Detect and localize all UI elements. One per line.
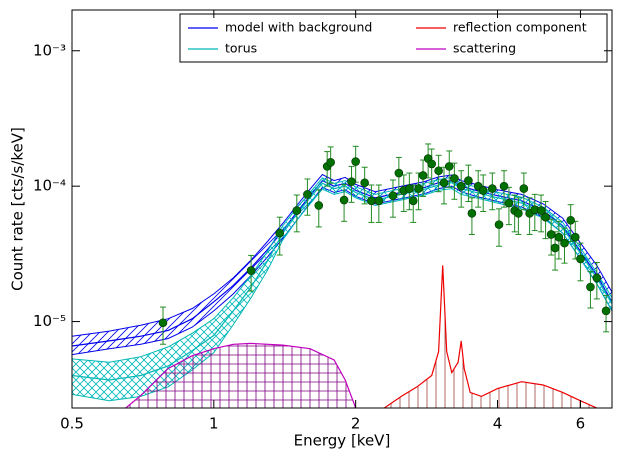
plot-area — [72, 143, 612, 408]
data-point — [339, 195, 349, 205]
x-tick-label: 0.5 — [60, 415, 84, 433]
legend-label: model with background — [225, 20, 372, 35]
data-point — [478, 186, 488, 195]
x-tick-label: 6 — [576, 415, 586, 433]
data-point — [158, 318, 168, 328]
data-point — [541, 212, 550, 222]
data-point — [292, 206, 302, 215]
data-point — [275, 228, 285, 238]
data-point — [494, 220, 504, 229]
legend-box — [179, 13, 608, 63]
x-tick-label: 4 — [493, 415, 503, 433]
data-point — [554, 232, 564, 242]
band — [72, 177, 612, 401]
data-point — [374, 196, 384, 206]
data-point — [418, 171, 428, 180]
series-line — [72, 182, 612, 381]
data-point — [488, 184, 497, 193]
x-axis-label: Energy [keV] — [294, 432, 391, 450]
data-point — [405, 184, 414, 193]
legend-label: reflection component — [453, 20, 587, 35]
data-point — [394, 168, 404, 178]
legend-label: torus — [225, 41, 257, 56]
data-point — [514, 209, 523, 218]
data-point — [367, 196, 376, 206]
legend-label: scattering — [453, 41, 516, 56]
data-point — [326, 158, 335, 167]
data-point — [570, 232, 580, 242]
band — [72, 174, 612, 355]
area-hatch — [125, 343, 356, 408]
data-point — [427, 159, 436, 169]
data-point — [601, 306, 611, 316]
data-point — [592, 273, 602, 283]
data-point — [550, 243, 560, 253]
data-point — [347, 177, 356, 186]
x-tick-label: 2 — [351, 415, 361, 433]
data-point — [566, 215, 575, 225]
data-point — [519, 184, 529, 193]
x-tick-label: 1 — [209, 415, 219, 433]
y-tick-label: 10⁻³ — [33, 41, 66, 59]
data-point — [546, 230, 556, 239]
data-point — [444, 162, 454, 171]
series-line — [383, 265, 598, 408]
data-point — [450, 174, 459, 183]
data-point — [314, 201, 324, 210]
data-point — [388, 191, 398, 201]
data-point — [360, 178, 369, 188]
data-point — [414, 184, 423, 193]
data-point — [586, 282, 595, 292]
data-point — [560, 238, 569, 248]
axes-frame — [71, 9, 613, 409]
data-point — [439, 178, 449, 188]
data-point — [499, 181, 509, 191]
data-point — [456, 181, 466, 191]
data-point — [467, 209, 477, 218]
series-line — [125, 342, 357, 408]
data-point — [434, 166, 443, 176]
data-point — [351, 157, 360, 166]
area-hatch — [384, 265, 597, 408]
data-point — [408, 196, 418, 206]
data-point — [576, 254, 585, 264]
data-point — [246, 266, 256, 275]
y-axis-label: Count rate [cts/s/keV] — [9, 127, 27, 291]
data-point — [504, 198, 514, 208]
data-point — [536, 206, 546, 215]
y-tick-label: 10⁻⁵ — [33, 312, 66, 330]
data-point — [464, 176, 473, 185]
data-point — [303, 190, 312, 199]
y-tick-label: 10⁻⁴ — [33, 177, 66, 195]
